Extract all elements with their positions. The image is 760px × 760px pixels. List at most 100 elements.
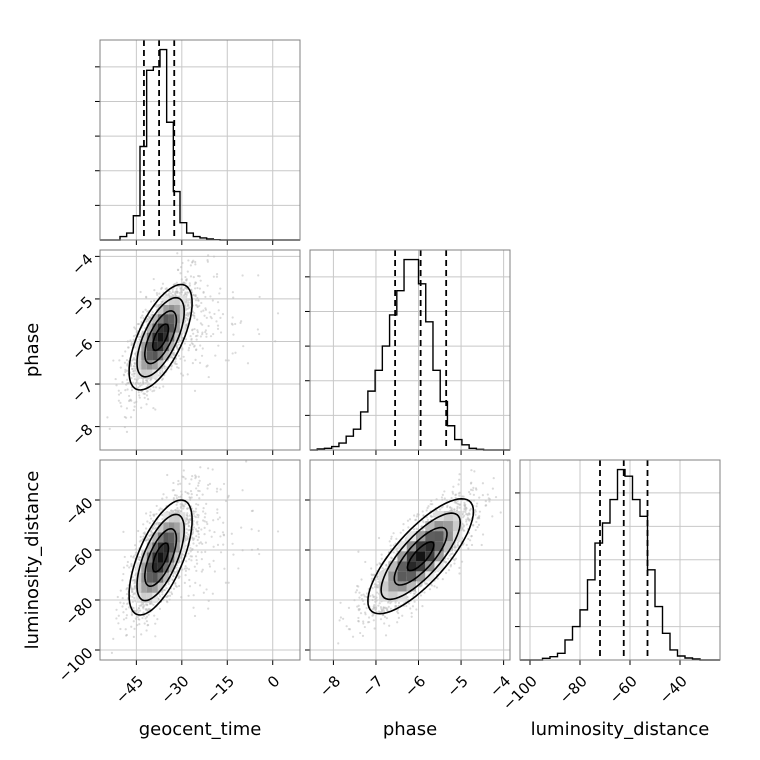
panel-geocent-time-vs-phase-point [189,334,192,338]
panel-geocent-time-vs-luminosity-distance-cell [141,592,147,603]
panel-phase-vs-luminosity-distance-point [367,616,371,619]
panel-geocent-time-vs-luminosity-distance-point [126,564,129,567]
panel-geocent-time-vs-luminosity-distance-point [208,562,211,566]
panel-geocent-time-vs-luminosity-distance-point [185,528,188,531]
panel-geocent-time-vs-phase-point [189,298,192,301]
panel-geocent-time-vs-phase-point [174,292,177,295]
panel-geocent-time-vs-luminosity-distance-point [122,566,126,569]
panel-geocent-time-vs-phase-point [187,346,191,350]
panel-geocent-time-vs-phase-point [140,406,143,409]
panel-geocent-time-vs-phase-point [196,305,199,309]
panel-geocent-time-vs-luminosity-distance-point [197,484,200,487]
panel-geocent-time-vs-luminosity-distance-point [152,514,156,517]
panel-geocent-time-vs-phase-point [154,408,157,411]
panel-geocent-time-vs-phase-point [199,344,202,347]
panel-geocent-time-vs-luminosity-distance-point [188,482,191,486]
panel-phase-vs-luminosity-distance-point [423,581,426,584]
panel-phase-vs-luminosity-distance-point [406,519,410,522]
panel-geocent-time-vs-phase-contour-2 [136,296,186,378]
panel-geocent-time-vs-phase-point [193,344,196,347]
panel-phase-vs-luminosity-distance-point [480,543,483,547]
panel-geocent-time-vs-luminosity-distance-cell [174,522,180,533]
panel-geocent-time-vs-luminosity-distance-point [154,635,157,638]
panel-geocent-time-vs-phase-point [145,295,148,298]
panel-geocent-time-vs-luminosity-distance-point [202,591,205,594]
panel-geocent-time-vs-phase-point [201,323,204,326]
panel-geocent-time-vs-luminosity-distance-cell [163,522,169,533]
panel-geocent-time-vs-phase-point [170,365,173,368]
panel-geocent-time-vs-phase-point [147,319,151,322]
panel-phase-vs-luminosity-distance-point [363,602,366,606]
panel-geocent-time-vs-phase-point [203,314,206,317]
panel-geocent-time-vs-phase-point [152,386,155,389]
panel-geocent-time-vs-luminosity-distance-point [191,475,194,478]
panel-geocent-time-vs-luminosity-distance-point [165,595,168,599]
panel-geocent-time-vs-luminosity-distance-point [132,620,135,623]
panel-geocent-time-vs-luminosity-distance-point [181,568,184,571]
panel-geocent-time-vs-luminosity-distance-point [180,490,183,493]
panel-geocent-time-vs-luminosity-distance-point [125,616,128,620]
panel-geocent-time-vs-phase-point [117,393,121,396]
panel-geocent-time-vs-phase-point [191,261,194,264]
panel-geocent-time-vs-luminosity-distance-point [119,627,122,631]
panel-geocent-time-vs-phase-point [124,389,127,392]
panel-geocent-time-vs-phase-contour-3 [128,283,193,391]
panel-phase-vs-luminosity-distance-point [375,599,378,602]
panel-phase-vs-luminosity-distance-point [488,500,491,503]
panel-geocent-time-vs-luminosity-distance-point [115,608,118,611]
panel-geocent-time-vs-phase-point [130,376,133,380]
panel-geocent-time-vs-luminosity-distance-point [142,532,145,535]
panel-geocent-time-vs-luminosity-distance-point [132,606,135,610]
hist-luminosity-distance-frame [519,459,721,661]
panel-geocent-time-vs-phase-point [177,268,180,272]
panel-geocent-time-vs-phase-bg [100,250,300,450]
panel-geocent-time-vs-luminosity-distance-point [186,522,190,525]
panel-geocent-time-vs-phase-point [171,288,174,291]
panel-geocent-time-vs-phase-point [216,301,220,304]
panel-geocent-time-vs-phase-inner [106,250,280,433]
panel-geocent-time-vs-luminosity-distance-point [198,479,201,482]
panel-geocent-time-vs-phase-cell [146,360,153,370]
panel-geocent-time-vs-phase-point [201,347,204,350]
panel-geocent-time-vs-luminosity-distance-point [194,555,198,558]
panel-phase-vs-luminosity-distance-point [410,612,413,615]
panel-geocent-time-vs-luminosity-distance-point [221,531,225,534]
panel-geocent-time-vs-luminosity-distance-point [184,502,187,506]
panel-geocent-time-vs-phase-point [151,390,154,393]
panel-phase-vs-luminosity-distance-point [454,557,458,560]
panel-geocent-time-vs-luminosity-distance-point [213,570,216,573]
panel-phase-vs-luminosity-distance-point [383,615,387,618]
panel-geocent-time-vs-phase-point [124,350,127,353]
panel-geocent-time-vs-phase-point [201,333,204,336]
panel-geocent-time-vs-luminosity-distance-point [182,507,185,510]
panel-phase-vs-luminosity-distance-point [469,492,472,496]
panel-geocent-time-vs-luminosity-distance-point [126,602,129,605]
panel-geocent-time-vs-phase-point [146,310,149,313]
panel-geocent-time-vs-phase-point [130,342,133,345]
panel-geocent-time-vs-luminosity-distance-point [196,550,199,554]
panel-geocent-time-vs-phase-point [184,287,187,290]
panel-geocent-time-vs-luminosity-distance-point [241,549,244,552]
panel-geocent-time-vs-luminosity-distance-point [192,519,195,523]
panel-geocent-time-vs-phase-point [234,351,237,354]
panel-geocent-time-vs-luminosity-distance-point [211,592,214,595]
panel-geocent-time-vs-phase-point [191,362,194,365]
panel-geocent-time-vs-phase-point [146,317,149,321]
panel-phase-vs-luminosity-distance-point [377,536,381,540]
panel-geocent-time-vs-luminosity-distance-point [197,536,200,539]
hist-phase [305,249,511,455]
panel-geocent-time-vs-phase-point [138,335,142,339]
panel-geocent-time-vs-phase-point [119,401,122,404]
panel-geocent-time-vs-phase-point [185,295,188,298]
panel-geocent-time-vs-phase-point [258,295,261,299]
panel-geocent-time-vs-luminosity-distance-cell [152,562,158,573]
panel-geocent-time-vs-luminosity-distance-point [189,547,192,550]
panel-geocent-time-vs-phase-point [126,388,129,391]
panel-geocent-time-vs-phase-point [132,375,135,378]
panel-geocent-time-vs-luminosity-distance-point [136,609,139,612]
panel-geocent-time-vs-phase-point [126,362,129,366]
panel-phase-vs-luminosity-distance-point [472,486,475,489]
panel-geocent-time-vs-phase-point [134,369,137,372]
panel-phase-vs-luminosity-distance-point [465,512,468,516]
panel-geocent-time-vs-phase-point [207,324,210,328]
